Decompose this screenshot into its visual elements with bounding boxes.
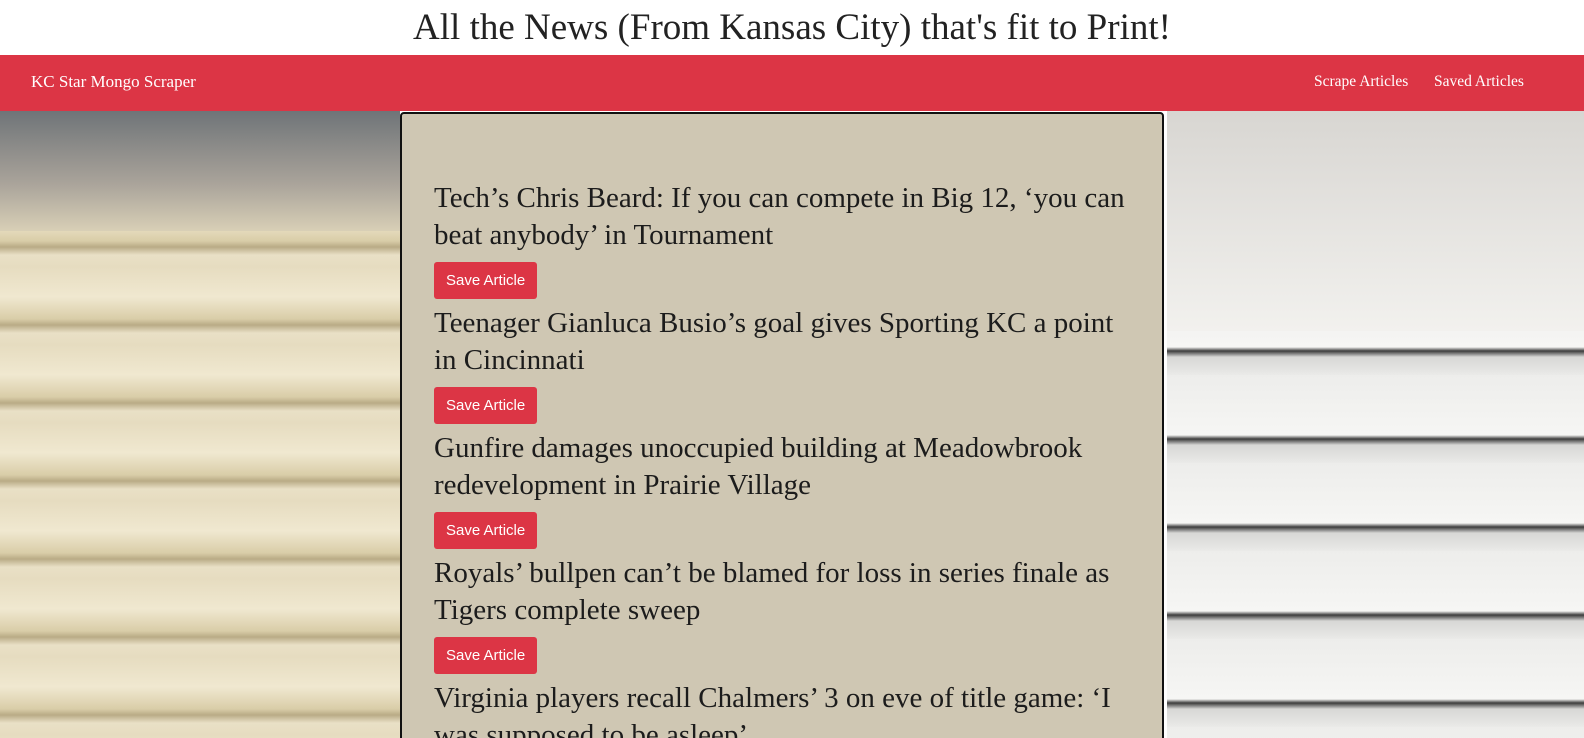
article-title[interactable]: Virginia players recall Chalmers’ 3 on e… <box>434 682 1111 738</box>
article-title[interactable]: Tech’s Chris Beard: If you can compete i… <box>434 182 1125 251</box>
article-panel: Tech’s Chris Beard: If you can compete i… <box>400 112 1164 738</box>
article: Virginia players recall Chalmers’ 3 on e… <box>434 680 1130 738</box>
save-article-button[interactable]: Save Article <box>434 387 538 424</box>
article: Royals’ bullpen can’t be blamed for loss… <box>434 555 1130 680</box>
background-image <box>0 111 1584 738</box>
save-article-button[interactable]: Save Article <box>434 262 538 299</box>
navbar: KC Star Mongo Scraper Scrape Articles Sa… <box>0 55 1584 111</box>
save-article-button[interactable]: Save Article <box>434 512 538 549</box>
article-title[interactable]: Gunfire damages unoccupied building at M… <box>434 432 1083 501</box>
background-right-top <box>1167 111 1584 331</box>
nav-link[interactable]: Scrape Articles <box>1314 73 1409 90</box>
article-title[interactable]: Teenager Gianluca Busio’s goal gives Spo… <box>434 307 1114 376</box>
article-title[interactable]: Royals’ bullpen can’t be blamed for loss… <box>434 557 1110 626</box>
article: Tech’s Chris Beard: If you can compete i… <box>434 180 1130 305</box>
background-left-top <box>0 111 400 231</box>
save-article-button[interactable]: Save Article <box>434 637 538 674</box>
article: Teenager Gianluca Busio’s goal gives Spo… <box>434 305 1130 430</box>
navbar-brand[interactable]: KC Star Mongo Scraper <box>31 72 196 91</box>
article: Gunfire damages unoccupied building at M… <box>434 430 1130 555</box>
nav-link[interactable]: Saved Articles <box>1434 73 1524 90</box>
page-title: All the News (From Kansas City) that's f… <box>413 7 1171 48</box>
